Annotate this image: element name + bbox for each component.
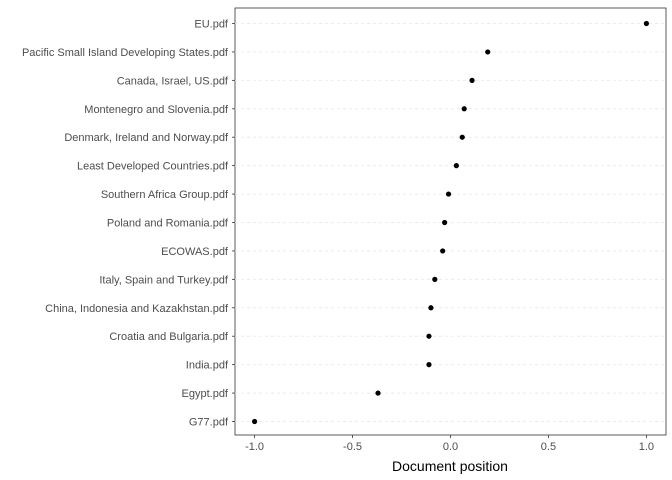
data-point [445,191,452,197]
x-axis-title: Document position [392,458,508,474]
data-point [426,362,432,368]
x-tick-label: 1.0 [639,441,654,453]
y-tick-label: EU.pdf [194,19,229,31]
data-point [469,77,475,83]
data-point [453,163,459,169]
y-tick-label: China, Indonesia and Kazakhstan.pdf [45,303,229,315]
data-point [485,49,491,55]
y-tick-label: Least Developed Countries.pdf [77,161,229,173]
y-tick-label: Poland and Romania.pdf [107,218,229,230]
panel-border [234,7,667,436]
data-point [442,219,448,226]
data-point [461,106,467,112]
y-tick-label: Egypt.pdf [182,388,229,400]
y-tick-label: India.pdf [186,360,229,372]
data-point [432,276,438,282]
y-tick-label: Italy, Spain and Turkey.pdf [99,274,229,286]
data-point [428,305,434,311]
x-tick-label: -1.0 [245,441,264,453]
x-axis: -1.0 -0.5 0.0 0.5 1.0 [245,435,654,453]
y-axis-labels: EU.pdf Pacific Small Island Developing St… [22,19,235,429]
y-tick-label: G77.pdf [189,417,229,429]
y-tick-label: Pacific Small Island Developing States.p… [22,47,229,59]
x-tick-label: -0.5 [343,441,362,453]
data-points [251,20,650,425]
y-tick-label: Denmark, Ireland and Norway.pdf [64,132,229,144]
grid-lines [235,23,666,422]
x-tick-label: 0.5 [541,441,556,453]
y-tick-label: Canada, Israel, US.pdf [117,75,229,87]
x-tick-label: 0.0 [443,441,458,453]
data-point [440,248,446,254]
y-tick-label: Montenegro and Slovenia.pdf [84,104,229,116]
y-tick-label: Southern Africa Group.pdf [101,189,229,201]
y-tick-label: ECOWAS.pdf [161,246,229,258]
y-tick-label: Croatia and Bulgaria.pdf [109,331,229,343]
data-point [251,418,258,425]
data-point [426,333,432,339]
data-point [643,20,650,27]
data-point [375,390,381,396]
data-point [459,134,465,140]
